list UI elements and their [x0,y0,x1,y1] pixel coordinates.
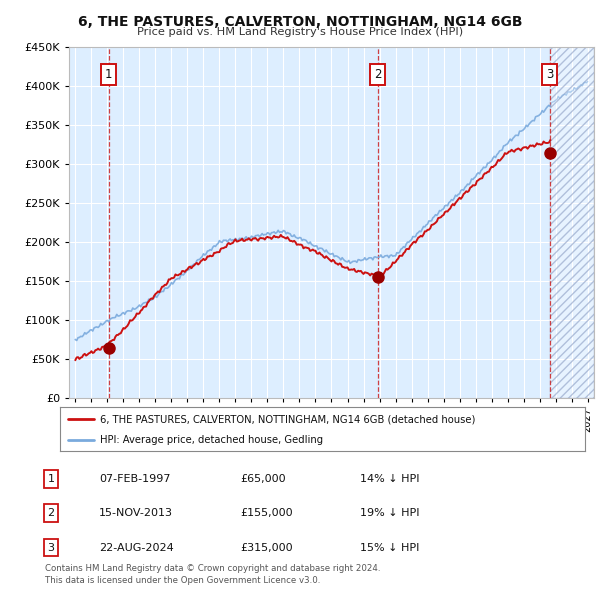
Text: Contains HM Land Registry data © Crown copyright and database right 2024.
This d: Contains HM Land Registry data © Crown c… [45,565,380,585]
Text: 07-FEB-1997: 07-FEB-1997 [99,474,170,484]
Bar [550,47,594,398]
Text: 15-NOV-2013: 15-NOV-2013 [99,509,173,518]
Text: 2: 2 [374,68,382,81]
Text: 3: 3 [47,543,55,552]
Text: 22-AUG-2024: 22-AUG-2024 [99,543,174,552]
Text: 1: 1 [47,474,55,484]
Bar [550,47,594,398]
Text: 2: 2 [47,509,55,518]
Text: £155,000: £155,000 [240,509,293,518]
Text: 3: 3 [546,68,554,81]
Text: 6, THE PASTURES, CALVERTON, NOTTINGHAM, NG14 6GB: 6, THE PASTURES, CALVERTON, NOTTINGHAM, … [78,15,522,29]
Text: Price paid vs. HM Land Registry's House Price Index (HPI): Price paid vs. HM Land Registry's House … [137,27,463,37]
Text: 6, THE PASTURES, CALVERTON, NOTTINGHAM, NG14 6GB (detached house): 6, THE PASTURES, CALVERTON, NOTTINGHAM, … [100,414,476,424]
Text: 14% ↓ HPI: 14% ↓ HPI [360,474,419,484]
Text: £315,000: £315,000 [240,543,293,552]
Text: 1: 1 [105,68,112,81]
Text: HPI: Average price, detached house, Gedling: HPI: Average price, detached house, Gedl… [100,435,323,445]
Text: £65,000: £65,000 [240,474,286,484]
Text: 19% ↓ HPI: 19% ↓ HPI [360,509,419,518]
Text: 15% ↓ HPI: 15% ↓ HPI [360,543,419,552]
